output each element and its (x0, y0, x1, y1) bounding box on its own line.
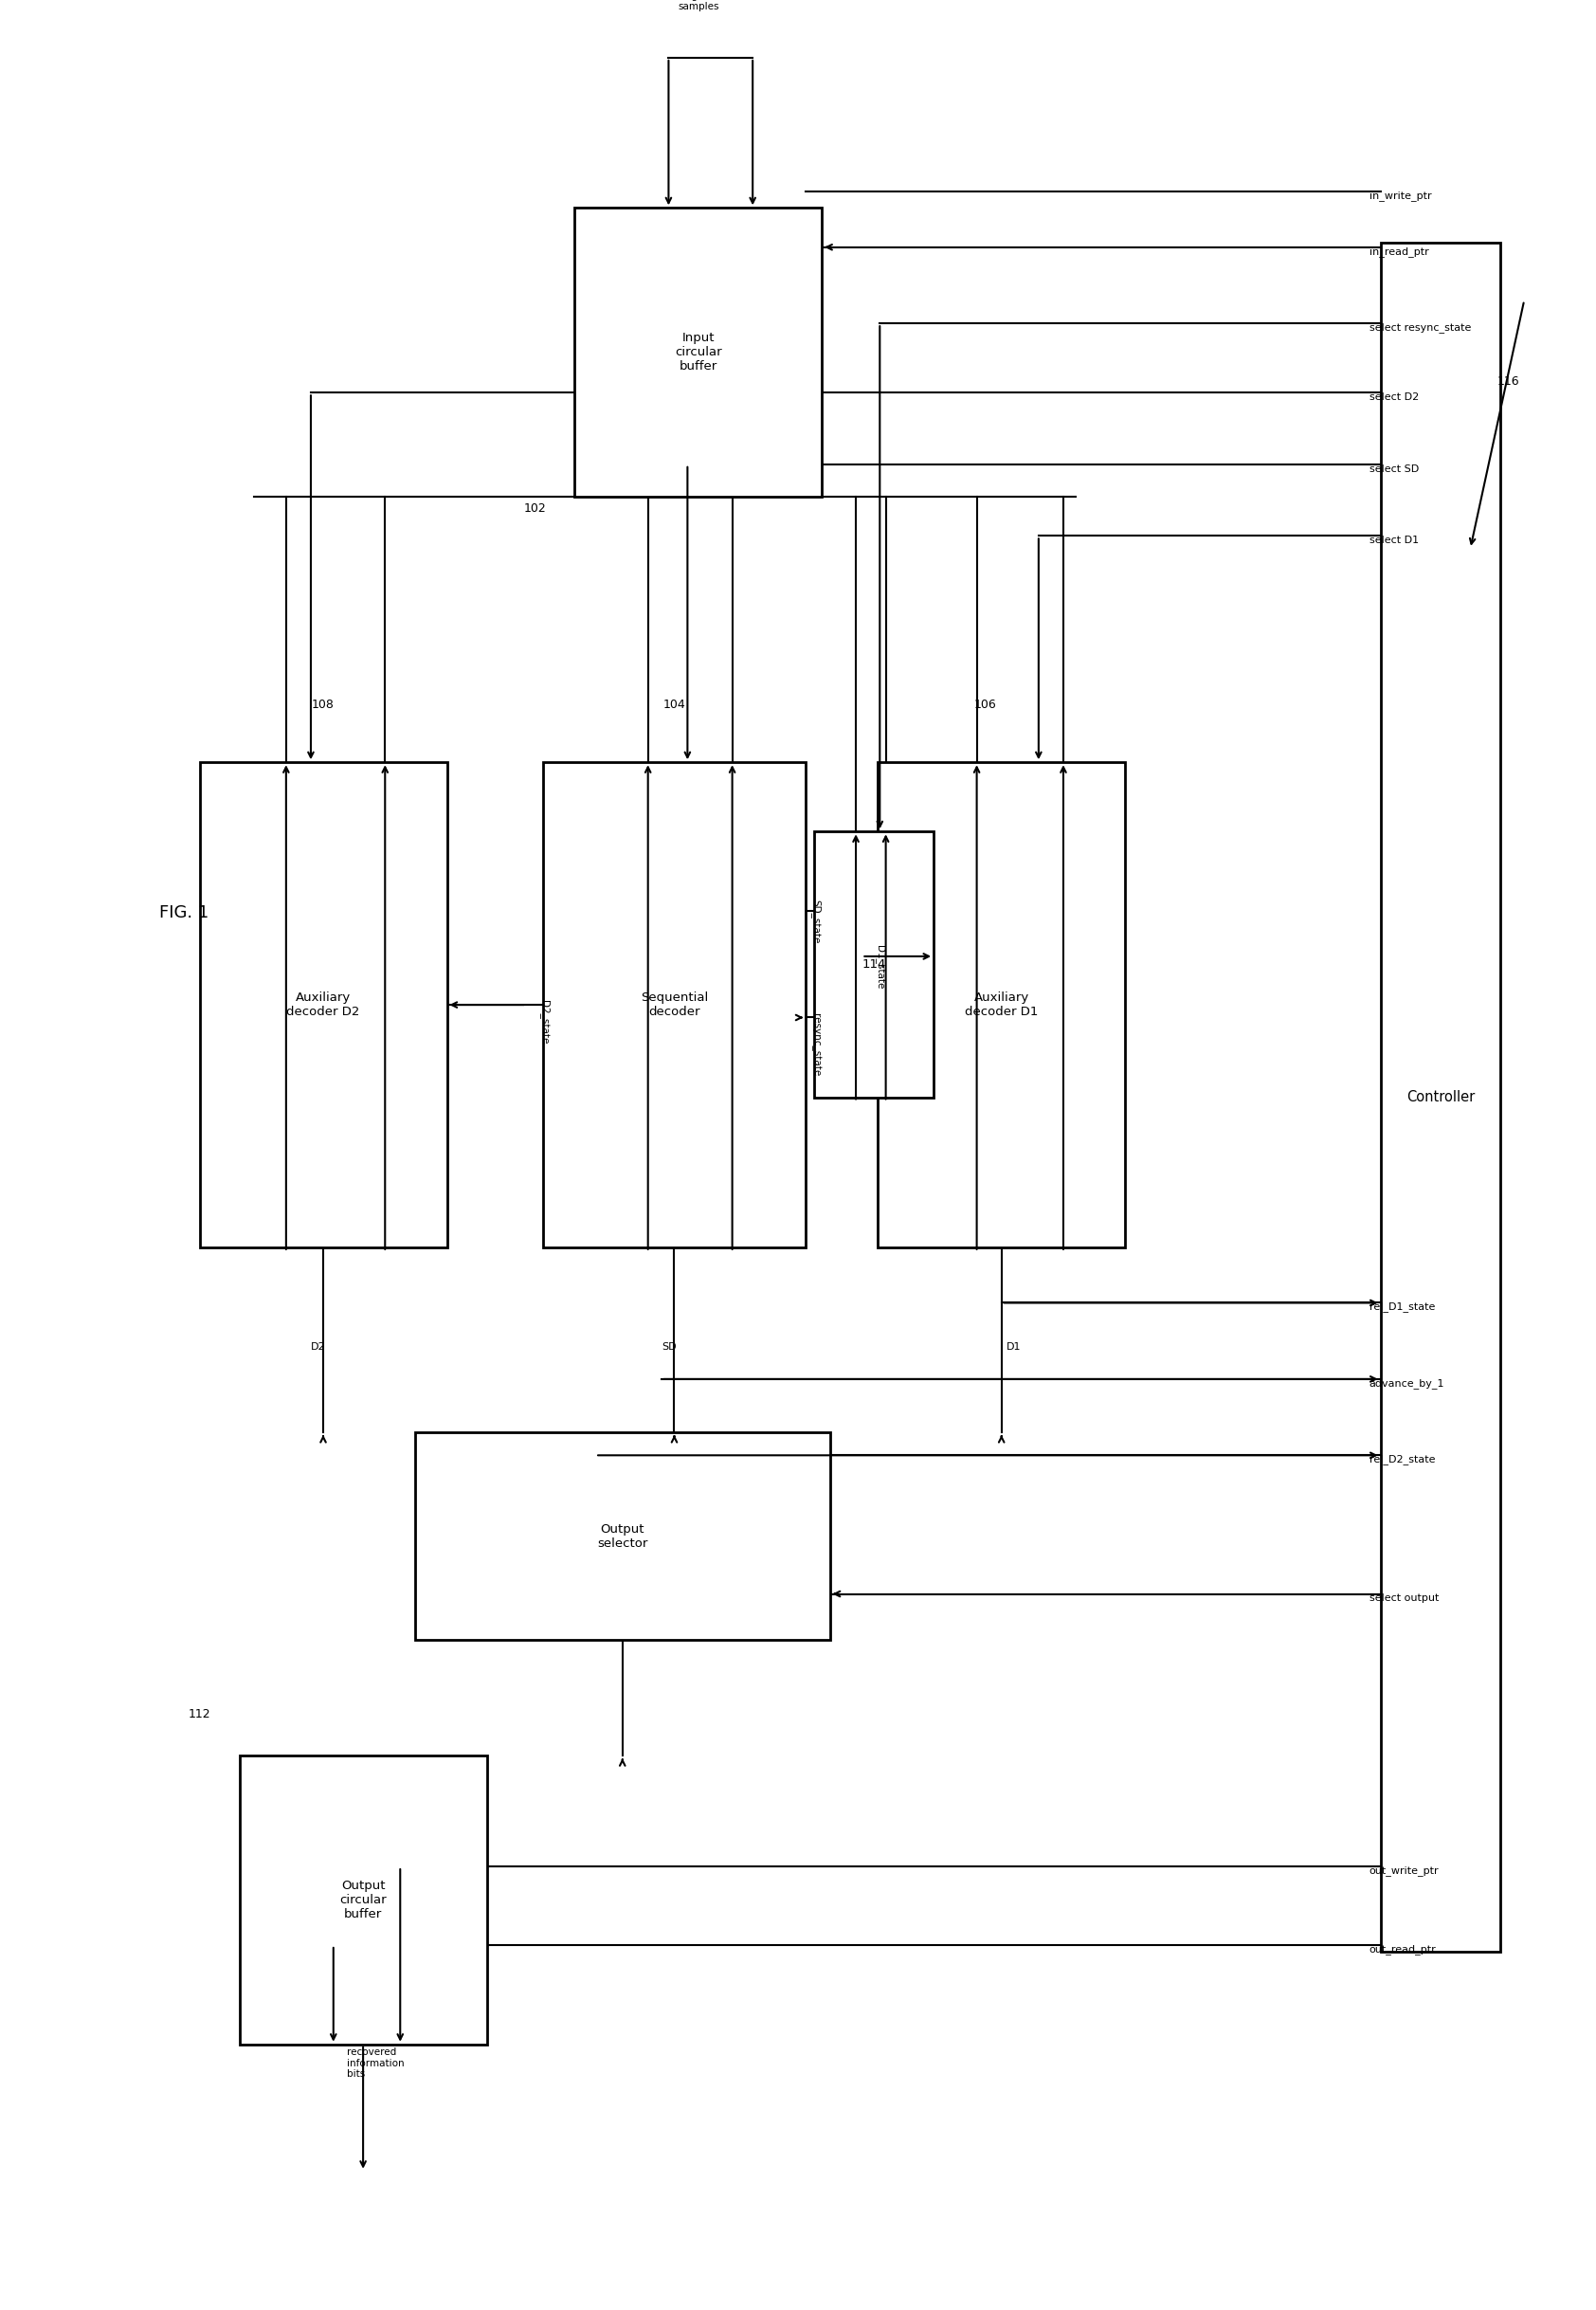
Text: 112: 112 (188, 1707, 211, 1721)
Text: rel_D2_state: rel_D2_state (1369, 1455, 1435, 1465)
Text: D2: D2 (310, 1342, 326, 1351)
Text: Auxiliary
decoder D2: Auxiliary decoder D2 (287, 991, 359, 1019)
Text: 102: 102 (523, 501, 546, 515)
FancyBboxPatch shape (239, 1756, 487, 2044)
Text: select output: select output (1369, 1594, 1440, 1603)
FancyBboxPatch shape (1381, 243, 1500, 1952)
Text: Sequential
decoder: Sequential decoder (640, 991, 709, 1019)
Text: 106: 106 (974, 698, 998, 711)
FancyBboxPatch shape (575, 208, 822, 497)
Text: Output
selector: Output selector (597, 1522, 648, 1550)
Text: 108: 108 (311, 698, 335, 711)
FancyBboxPatch shape (415, 1432, 830, 1640)
Text: rel_D1_state: rel_D1_state (1369, 1303, 1435, 1312)
Text: resync_state: resync_state (811, 1012, 820, 1076)
Text: 104: 104 (662, 698, 686, 711)
FancyBboxPatch shape (200, 762, 447, 1247)
Text: Output
circular
buffer: Output circular buffer (340, 1880, 386, 1920)
Text: out_read_ptr: out_read_ptr (1369, 1945, 1436, 1954)
Text: D2_state: D2_state (539, 1000, 549, 1044)
Text: Controller: Controller (1406, 1090, 1475, 1104)
Text: select D1: select D1 (1369, 536, 1419, 545)
Text: received
signal
samples: received signal samples (677, 0, 720, 12)
Text: select SD: select SD (1369, 464, 1419, 474)
Text: SD: SD (661, 1342, 677, 1351)
Text: FIG. 1: FIG. 1 (158, 903, 209, 922)
Text: select resync_state: select resync_state (1369, 323, 1472, 333)
Text: out_write_ptr: out_write_ptr (1369, 1866, 1440, 1876)
Text: recovered
information
bits: recovered information bits (346, 2047, 405, 2079)
Text: 114: 114 (862, 959, 886, 970)
Text: select D2: select D2 (1369, 393, 1419, 402)
Text: D1_state: D1_state (875, 945, 884, 989)
Text: in_write_ptr: in_write_ptr (1369, 192, 1432, 201)
FancyBboxPatch shape (543, 762, 806, 1247)
Text: advance_by_1: advance_by_1 (1369, 1379, 1444, 1388)
FancyBboxPatch shape (878, 762, 1125, 1247)
FancyBboxPatch shape (814, 832, 934, 1097)
Text: D1: D1 (1005, 1342, 1021, 1351)
Text: Input
circular
buffer: Input circular buffer (675, 333, 721, 372)
Text: in_read_ptr: in_read_ptr (1369, 247, 1428, 256)
Text: Auxiliary
decoder D1: Auxiliary decoder D1 (966, 991, 1037, 1019)
Text: 116: 116 (1497, 374, 1519, 388)
Text: SD_state: SD_state (811, 899, 820, 945)
